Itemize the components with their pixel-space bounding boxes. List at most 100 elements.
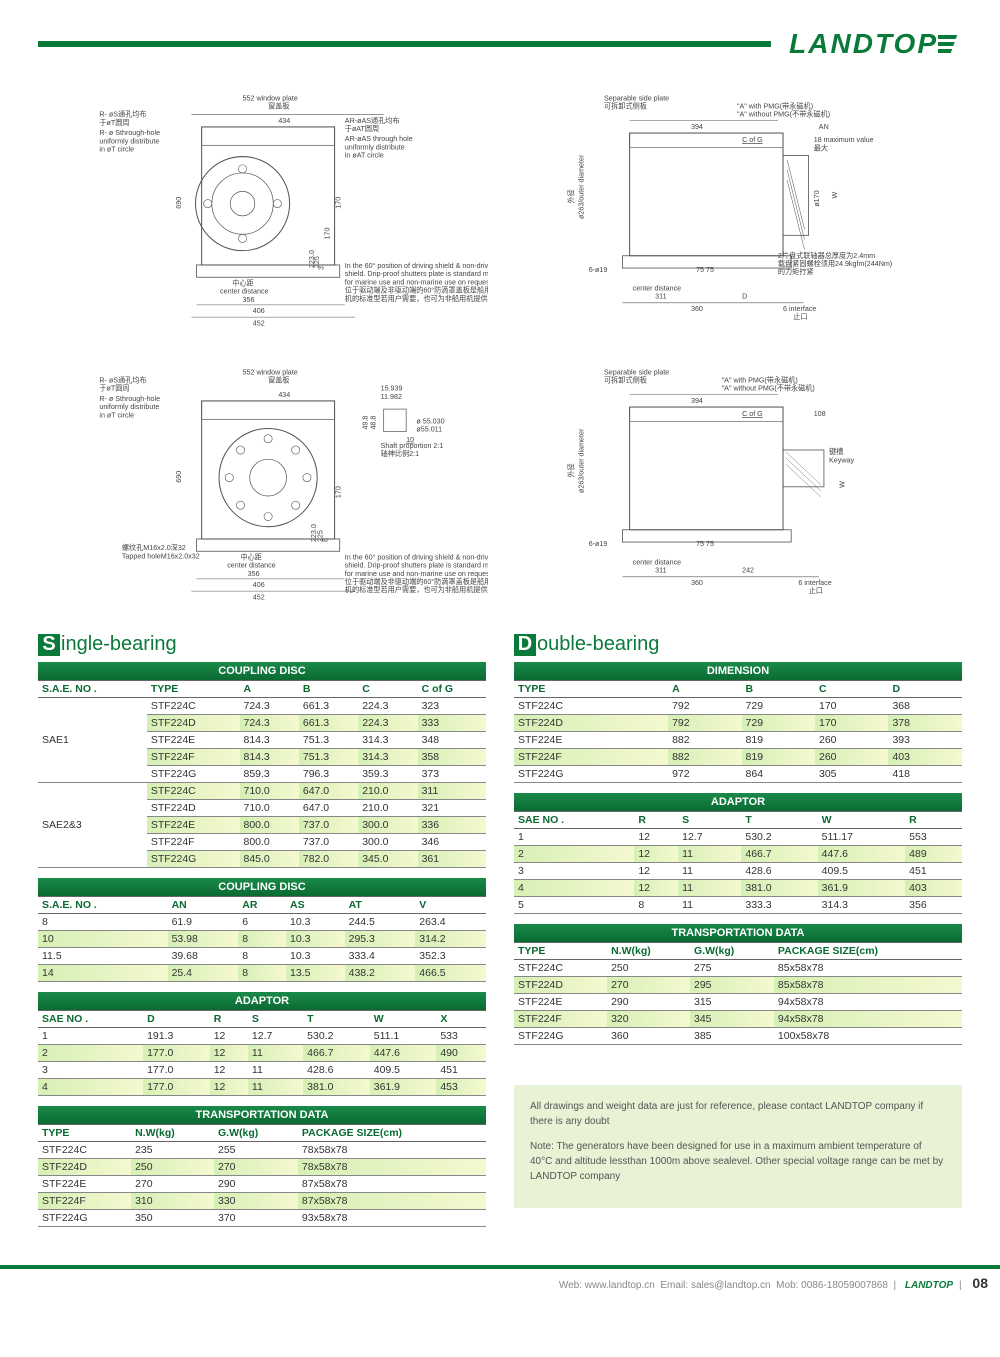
- table-cell: 177.0: [143, 1045, 210, 1062]
- dl-tl-14: 406: [253, 307, 265, 315]
- table-cell: 737.0: [299, 834, 358, 851]
- dl-tr-16b: 止口: [793, 312, 807, 321]
- table-cell: 710.0: [240, 800, 299, 817]
- dl-br-6a: 外径: [566, 463, 575, 477]
- table-header: PACKAGE SIZE(cm): [298, 1125, 486, 1142]
- table-cell: 10.3: [286, 931, 345, 948]
- table-row: 1425.4813.5438.2466.5: [38, 965, 486, 982]
- dl-bl-3cn-b: 于øT圆周: [99, 384, 129, 392]
- dl-tl-13b: center distance: [220, 288, 268, 296]
- dl-tl-n5: 机的标准型若用户需要，也可为非船用机提供: [345, 294, 488, 303]
- title-cap: D: [514, 634, 536, 656]
- dl-tr-9: W: [831, 191, 839, 198]
- table-row: SAE2&3STF224C710.0647.0210.0311: [38, 783, 486, 800]
- dl-tl-13a: 中心距: [232, 278, 253, 287]
- table-cell: 428.6: [303, 1062, 370, 1079]
- table-cell: 93x58x78: [298, 1210, 486, 1227]
- dl-tr-1a: Separable side plate: [604, 94, 669, 102]
- table-cell: 260: [815, 732, 888, 749]
- drawing-top-right: Separable side plate 可拆卸式侧板 "A" with PMG…: [512, 86, 962, 342]
- table-cell: 323: [418, 698, 486, 715]
- table-cell: STF224C: [147, 783, 240, 800]
- table-cell: 11: [678, 880, 741, 897]
- table-row: 5811333.3314.3356: [514, 897, 962, 914]
- dl-tl-n1: In the 60° position of driving shield & …: [345, 262, 488, 270]
- dl-tr-15: 360: [691, 305, 703, 313]
- table-cell: 359.3: [358, 766, 417, 783]
- dl-br-11a: center distance: [633, 558, 681, 566]
- table-cell: STF224F: [147, 834, 240, 851]
- dl-tr-3: 394: [691, 123, 703, 131]
- table-header: N.W(kg): [131, 1125, 214, 1142]
- table-cell: 530.2: [303, 1028, 370, 1045]
- table-cell: 320: [607, 1011, 690, 1028]
- drawings-row-1: 552 window plate 窗盖板 434 R- øS通孔均布 于øT圆周…: [38, 86, 962, 342]
- dl-br-1b: 可拆卸式侧板: [604, 375, 647, 384]
- table-cell: 250: [607, 960, 690, 977]
- dl-bl-n1: In the 60° position of driving shield & …: [345, 553, 488, 561]
- dl-bl-1cn: 窗盖板: [268, 375, 289, 384]
- table-cell: STF224F: [514, 1011, 607, 1028]
- table-cell: 310: [131, 1193, 214, 1210]
- dl-br-14b: 止口: [809, 586, 823, 595]
- table-cell: 348: [418, 732, 486, 749]
- table-header: T: [741, 812, 817, 829]
- dl-bl-14a: 螺纹孔M16x2.0深32: [122, 543, 186, 552]
- table-header: X: [436, 1011, 486, 1028]
- table-row: STF224C792729170368: [514, 698, 962, 715]
- table-cell: 170: [815, 715, 888, 732]
- db-dimension-table: TYPEABCD STF224C792729170368STF224D79272…: [514, 680, 962, 783]
- db-transport-table: TYPEN.W(kg)G.W(kg)PACKAGE SIZE(cm) STF22…: [514, 942, 962, 1045]
- dl-bl-16: 406: [253, 581, 265, 589]
- table-cell: 191.3: [143, 1028, 210, 1045]
- table-row: 1053.98810.3295.3314.2: [38, 931, 486, 948]
- table-row: 2177.01211466.7447.6490: [38, 1045, 486, 1062]
- table-cell: 814.3: [240, 749, 299, 766]
- table-cell: 451: [905, 863, 962, 880]
- table-cell: 10.3: [286, 914, 345, 931]
- drawing-bot-right: Separable side plate 可拆卸式侧板 "A" with PMG…: [512, 360, 962, 616]
- footer-brand: LANDTOP: [905, 1280, 953, 1291]
- dl-tr-4: AN: [819, 123, 829, 131]
- table-cell: 447.6: [370, 1045, 437, 1062]
- table-cell: 87x58x78: [298, 1193, 486, 1210]
- table-cell: 345.0: [358, 851, 417, 868]
- table-row: 3177.01211428.6409.5451: [38, 1062, 486, 1079]
- table-cell: 800.0: [240, 817, 299, 834]
- double-bearing-title: Double-bearing: [514, 633, 962, 656]
- table-cell: 85x58x78: [774, 977, 962, 994]
- dl-br-5: 108: [814, 410, 826, 418]
- table-cell: 729: [742, 698, 815, 715]
- table-header: S.A.E. NO .: [38, 897, 168, 914]
- dl-bl-15c: 356: [248, 569, 260, 577]
- dl-tr-7a: 外径: [566, 189, 575, 203]
- table-cell: STF224C: [514, 698, 668, 715]
- table-cell: 8: [38, 914, 168, 931]
- table-cell: 796.3: [299, 766, 358, 783]
- table-cell: 4: [38, 1079, 143, 1096]
- table-cell: 300.0: [358, 834, 417, 851]
- dl-bl-5a: 49.8: [361, 415, 369, 429]
- table-cell: STF224D: [514, 977, 607, 994]
- double-bearing-col: Double-bearing DIMENSION TYPEABCD STF224…: [514, 633, 962, 1208]
- table-cell: 751.3: [299, 749, 358, 766]
- table-header: AR: [238, 897, 286, 914]
- table-cell: 333: [418, 715, 486, 732]
- dl-tr-12c: 的力矩拧紧: [778, 267, 814, 276]
- sb-transport-table: TYPEN.W(kg)G.W(kg)PACKAGE SIZE(cm) STF22…: [38, 1124, 486, 1227]
- dl-br-11b: 311: [655, 566, 666, 574]
- dl-br-2a: "A" with PMG(带永磁机): [722, 375, 798, 384]
- dl-bl-8b: 轴神比例2:1: [381, 449, 420, 458]
- coupling-disc-1-group: COUPLING DISC S.A.E. NO .TYPEABCC of G S…: [38, 662, 486, 868]
- table-cell: 177.0: [143, 1079, 210, 1096]
- table-cell: 647.0: [299, 783, 358, 800]
- single-bearing-col: Single-bearing COUPLING DISC S.A.E. NO .…: [38, 633, 486, 1237]
- table-row: 11212.7530.2511.17553: [514, 829, 962, 846]
- table-cell: 451: [436, 1062, 486, 1079]
- table-row: STF224C23525578x58x78: [38, 1142, 486, 1159]
- db-dimension-title: DIMENSION: [514, 662, 962, 680]
- table-header: C: [815, 681, 888, 698]
- table-cell: 12: [634, 863, 678, 880]
- table-cell: 360: [607, 1028, 690, 1045]
- footer-mob: Mob: 0086-18059007868: [776, 1280, 888, 1291]
